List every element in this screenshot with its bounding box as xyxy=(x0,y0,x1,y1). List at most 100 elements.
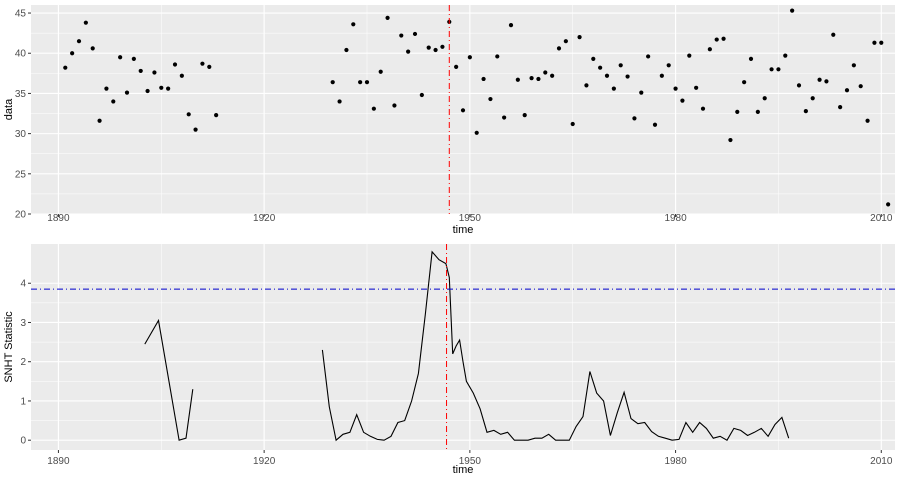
data-point xyxy=(330,80,335,85)
data-point xyxy=(680,98,685,103)
data-point xyxy=(748,56,754,61)
x-tick-label: 2010 xyxy=(870,213,893,224)
data-point xyxy=(385,15,390,20)
x-tick-label: 1980 xyxy=(664,213,687,224)
data-point xyxy=(207,64,212,69)
data-point xyxy=(474,130,479,135)
data-point xyxy=(467,55,472,60)
snht-line-segment xyxy=(321,250,790,442)
y-axis-title: SNHT Statistic xyxy=(3,311,15,383)
data-point xyxy=(611,86,616,91)
data-point xyxy=(90,46,95,51)
data-point xyxy=(166,86,171,91)
data-point xyxy=(371,106,376,111)
data-point xyxy=(124,90,130,95)
data-point xyxy=(131,56,136,61)
data-point xyxy=(556,46,562,51)
y-tick-label: 20 xyxy=(15,210,27,221)
data-point xyxy=(460,108,466,113)
data-point xyxy=(577,35,582,40)
data-point xyxy=(570,121,575,127)
data-point xyxy=(543,70,548,75)
x-axis-title: time xyxy=(453,224,474,236)
data-point xyxy=(604,73,610,78)
data-point xyxy=(488,96,493,102)
data-point xyxy=(63,65,68,70)
data-point xyxy=(536,76,541,82)
data-point xyxy=(817,77,822,82)
data-point xyxy=(783,53,788,58)
snht-line-segment xyxy=(144,318,194,441)
data-point xyxy=(406,49,411,54)
x-tick-label: 1890 xyxy=(47,213,70,224)
data-point xyxy=(858,84,863,89)
data-point xyxy=(659,73,664,78)
data-point xyxy=(618,63,623,68)
data-point xyxy=(337,99,342,104)
data-point xyxy=(344,47,349,53)
top-scatter-panel: 1890 1920 1950 1980 2010 20 25 30 35 40 45 time data xyxy=(3,5,895,236)
data-point xyxy=(97,118,102,123)
data-point xyxy=(714,37,719,42)
data-point xyxy=(755,109,760,115)
y-tick-label: 30 xyxy=(15,129,27,140)
x-tick-label: 1980 xyxy=(664,456,687,467)
data-point xyxy=(872,40,877,45)
data-point xyxy=(652,122,658,127)
data-point xyxy=(214,113,219,118)
data-point xyxy=(200,61,205,66)
y-tick-label: 45 xyxy=(15,9,27,20)
data-point xyxy=(138,68,143,74)
x-tick-label: 2010 xyxy=(870,456,893,467)
y-tick-label: 1 xyxy=(20,396,26,407)
data-point xyxy=(392,103,397,108)
data-point xyxy=(694,85,699,90)
data-point xyxy=(810,96,815,101)
y-tick-label: 2 xyxy=(20,357,26,368)
data-point xyxy=(508,22,514,28)
y-tick-label: 3 xyxy=(20,318,26,329)
data-point xyxy=(118,55,123,60)
data-point xyxy=(454,64,459,69)
data-point xyxy=(378,69,383,74)
bottom-snht-panel: 1890 1920 1950 1980 2010 0 1 2 3 4 time SNHT Statis… xyxy=(3,244,895,476)
data-point xyxy=(790,8,795,13)
data-point xyxy=(591,56,596,61)
data-point xyxy=(879,40,884,45)
data-point xyxy=(639,90,644,95)
data-point xyxy=(159,85,164,90)
x-tick-label: 1920 xyxy=(253,213,276,224)
data-point xyxy=(172,62,178,67)
y-tick-label: 35 xyxy=(15,89,27,100)
data-point xyxy=(728,137,733,143)
data-point xyxy=(563,39,568,44)
data-point xyxy=(412,31,418,37)
data-point xyxy=(735,109,740,115)
data-point xyxy=(440,44,445,49)
y-axis-title: data xyxy=(3,98,15,120)
y-tick-label: 4 xyxy=(20,279,26,290)
data-point xyxy=(351,22,356,27)
data-point xyxy=(742,80,747,85)
data-point xyxy=(687,53,692,58)
data-point xyxy=(111,99,116,104)
data-point xyxy=(803,109,808,114)
data-point xyxy=(769,67,774,72)
data-point xyxy=(762,96,767,101)
data-point xyxy=(76,39,82,44)
data-point xyxy=(419,92,424,98)
y-tick-label: 40 xyxy=(15,49,27,60)
data-point xyxy=(666,63,671,68)
data-point xyxy=(70,51,75,56)
data-point xyxy=(851,63,856,68)
data-point xyxy=(364,80,370,85)
data-point xyxy=(426,45,431,50)
data-point xyxy=(495,54,500,59)
x-tick-label: 1950 xyxy=(459,213,482,224)
data-point xyxy=(598,65,603,70)
data-point xyxy=(646,54,651,59)
data-point xyxy=(193,127,198,132)
data-point xyxy=(776,67,781,72)
data-point xyxy=(673,86,678,91)
